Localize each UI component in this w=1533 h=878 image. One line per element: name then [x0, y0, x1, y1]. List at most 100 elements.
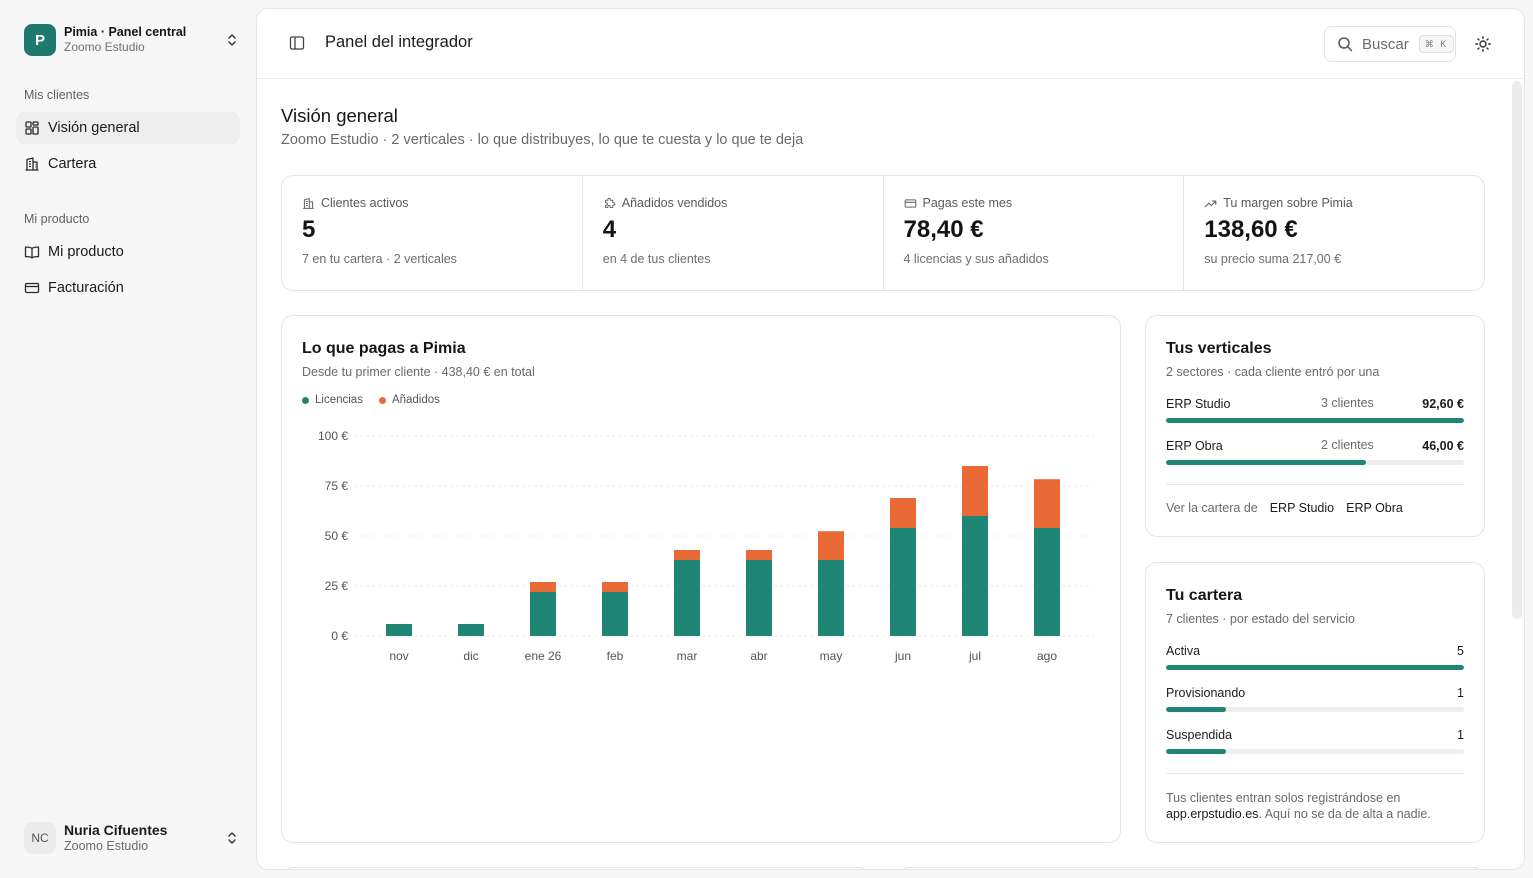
- estado-name: Activa: [1166, 644, 1201, 658]
- bar-licencias: [890, 528, 916, 636]
- sidebar-toggle-icon[interactable]: [289, 35, 305, 51]
- bar-licencias: [746, 560, 772, 636]
- sidebar-item-vision-general[interactable]: Visión general: [16, 112, 240, 144]
- vertical-amount: 92,60 €: [1422, 397, 1464, 411]
- estado-name: Suspendida: [1166, 728, 1233, 742]
- card-subtitle: 7 clientes · por estado del servicio: [1166, 612, 1355, 626]
- progress-track: [1166, 707, 1464, 712]
- kpi-note: en 4 de tus clientes: [602, 252, 711, 266]
- bar-licencias: [818, 560, 844, 636]
- estado-count: 1: [1457, 728, 1464, 742]
- chart-legend: Licencias Añadidos: [302, 394, 456, 406]
- estado-row-suspendida: Suspendida 1: [1166, 727, 1464, 754]
- sidebar-item-facturacion[interactable]: Facturación: [16, 272, 240, 304]
- sidebar-item-mi-producto[interactable]: Mi producto: [16, 236, 240, 268]
- chevrons-up-down-icon: [228, 832, 236, 844]
- progress-track: [1166, 665, 1464, 670]
- org-name: Pimia · Panel central: [64, 25, 187, 39]
- kpi-label: Clientes activos: [321, 196, 409, 210]
- puzzle-icon: [604, 197, 615, 208]
- vertical-name: ERP Studio: [1166, 397, 1231, 411]
- kpi-note: su precio suma 217,00 €: [1204, 252, 1342, 266]
- x-tick-label: jun: [894, 649, 911, 663]
- sidebar-item-label: Facturación: [48, 280, 124, 296]
- legend-swatch: [302, 396, 309, 404]
- kpi-note: 4 licencias y sus añadidos: [903, 252, 1049, 266]
- divider: [1166, 484, 1464, 485]
- trending-up-icon: [1204, 199, 1217, 207]
- x-tick-label: abr: [750, 649, 767, 663]
- kpi-anadidos-vendidos: Añadidos vendidos 4 en 4 de tus clientes: [583, 176, 884, 290]
- sun-icon[interactable]: [1474, 35, 1492, 53]
- y-tick-label: 0 €: [331, 629, 348, 643]
- progress-fill: [1166, 460, 1366, 465]
- y-tick-label: 75 €: [325, 479, 349, 493]
- legend-label: Licencias: [315, 394, 363, 406]
- x-tick-label: nov: [389, 649, 408, 663]
- kpi-pagas-este-mes: Pagas este mes 78,40 € 4 licencias y sus…: [884, 176, 1185, 290]
- estado-count: 5: [1457, 644, 1464, 658]
- org-switcher[interactable]: P Pimia · Panel central Zoomo Estudio: [24, 24, 240, 56]
- vertical-row-erp-studio: ERP Studio 3 clientes 92,60 €: [1166, 396, 1464, 423]
- kpi-strip: Clientes activos 5 7 en tu cartera · 2 v…: [281, 175, 1485, 291]
- y-tick-label: 100 €: [318, 429, 348, 443]
- link-cartera-erp-obra[interactable]: ERP Obra: [1346, 501, 1403, 515]
- org-subtitle: Zoomo Estudio: [64, 40, 145, 54]
- sidebar-item-label: Cartera: [48, 156, 97, 172]
- sidebar-item-label: Mi producto: [48, 244, 124, 260]
- bar-licencias: [674, 560, 700, 636]
- user-menu[interactable]: NC Nuria Cifuentes Zoomo Estudio: [24, 821, 240, 855]
- topbar: Panel del integrador Buscar ⌘ K: [257, 9, 1524, 79]
- note-domain: app.erpstudio.es: [1166, 807, 1259, 821]
- page-subtitle: Zoomo Estudio · 2 verticales · lo que di…: [281, 132, 804, 148]
- bar-licencias: [602, 592, 628, 636]
- legend-swatch: [378, 396, 386, 404]
- vertical-row-erp-obra: ERP Obra 2 clientes 46,00 €: [1166, 438, 1464, 465]
- bar-anadidos: [746, 550, 772, 560]
- page-title: Visión general: [281, 105, 398, 126]
- link-cartera-erp-studio[interactable]: ERP Studio: [1269, 501, 1335, 515]
- kpi-label: Añadidos vendidos: [621, 196, 728, 210]
- kpi-note: 7 en tu cartera · 2 verticales: [302, 252, 457, 266]
- note-text-end: . Aquí no se da de alta a nadie.: [1258, 807, 1431, 821]
- bar-licencias: [458, 624, 484, 636]
- vertical-clients: 2 clientes: [1321, 438, 1374, 452]
- search-button[interactable]: Buscar ⌘ K: [1324, 26, 1456, 62]
- bar-anadidos: [674, 550, 700, 560]
- sidebar: P Pimia · Panel central Zoomo Estudio Mi…: [0, 0, 256, 878]
- org-logo: P: [24, 24, 56, 56]
- vertical-name: ERP Obra: [1166, 439, 1223, 453]
- chevrons-up-down-icon: [228, 34, 236, 46]
- kpi-value: 5: [302, 216, 316, 243]
- book-icon: [24, 246, 40, 259]
- dashboard-icon: [25, 121, 39, 135]
- group-label-producto: Mi producto: [24, 212, 90, 226]
- progress-track: [1166, 460, 1464, 465]
- avatar: NC: [24, 822, 56, 854]
- payments-card: Lo que pagas a Pimia Desde tu primer cli…: [281, 315, 1121, 843]
- kpi-value: 138,60 €: [1204, 216, 1298, 243]
- group-label-clientes: Mis clientes: [24, 88, 90, 102]
- progress-track: [1166, 418, 1464, 423]
- sidebar-item-cartera[interactable]: Cartera: [16, 148, 240, 180]
- card-subtitle: 2 sectores · cada cliente entró por una: [1166, 365, 1380, 379]
- bar-anadidos: [1034, 479, 1060, 528]
- legend-item-anadidos: Añadidos: [378, 394, 440, 406]
- kpi-label: Tu margen sobre Pimia: [1223, 196, 1353, 210]
- scrollbar[interactable]: [1512, 81, 1522, 619]
- progress-track: [1166, 749, 1464, 754]
- card-title: Lo que pagas a Pimia: [302, 340, 466, 357]
- links-prefix: Ver la cartera de: [1166, 501, 1258, 515]
- kpi-value: 4: [602, 216, 617, 243]
- kpi-label: Pagas este mes: [922, 196, 1013, 210]
- bar-anadidos: [602, 582, 628, 592]
- x-tick-label: may: [820, 649, 843, 663]
- x-tick-label: mar: [677, 649, 698, 663]
- x-tick-label: dic: [463, 649, 478, 663]
- progress-fill: [1166, 707, 1226, 712]
- bar-licencias: [962, 516, 988, 636]
- search-shortcut: ⌘ K: [1418, 35, 1455, 53]
- bar-licencias: [386, 624, 412, 636]
- card-subtitle: Desde tu primer cliente · 438,40 € en to…: [302, 365, 535, 379]
- x-tick-label: jul: [968, 649, 981, 663]
